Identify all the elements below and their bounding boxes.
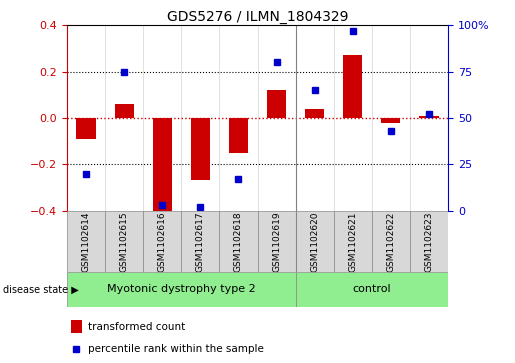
Text: transformed count: transformed count <box>88 322 185 332</box>
Bar <box>296 211 334 272</box>
Bar <box>267 90 286 118</box>
Bar <box>258 211 296 272</box>
Bar <box>191 118 210 180</box>
Text: Myotonic dystrophy type 2: Myotonic dystrophy type 2 <box>107 285 255 294</box>
Bar <box>305 109 324 118</box>
Bar <box>181 211 219 272</box>
Bar <box>143 211 181 272</box>
Text: GSM1102620: GSM1102620 <box>310 211 319 272</box>
Bar <box>76 118 96 139</box>
Text: GSM1102614: GSM1102614 <box>81 211 91 272</box>
Bar <box>410 211 448 272</box>
Text: GSM1102615: GSM1102615 <box>119 211 129 272</box>
Bar <box>344 56 363 118</box>
Bar <box>71 320 82 333</box>
Bar <box>114 104 134 118</box>
Text: GSM1102623: GSM1102623 <box>424 211 434 272</box>
Text: percentile rank within the sample: percentile rank within the sample <box>88 344 264 354</box>
Text: GSM1102622: GSM1102622 <box>386 211 396 272</box>
Text: GSM1102617: GSM1102617 <box>196 211 205 272</box>
Text: GSM1102616: GSM1102616 <box>158 211 167 272</box>
Text: GSM1102618: GSM1102618 <box>234 211 243 272</box>
Bar <box>67 272 296 307</box>
Bar <box>105 211 143 272</box>
Bar <box>296 272 448 307</box>
Bar <box>153 118 172 217</box>
Bar <box>219 211 258 272</box>
Text: GSM1102619: GSM1102619 <box>272 211 281 272</box>
Bar <box>372 211 410 272</box>
Bar <box>382 118 401 123</box>
Bar <box>334 211 372 272</box>
Bar <box>67 211 105 272</box>
Bar <box>419 116 439 118</box>
Title: GDS5276 / ILMN_1804329: GDS5276 / ILMN_1804329 <box>167 11 348 24</box>
Text: GSM1102621: GSM1102621 <box>348 211 357 272</box>
Text: disease state ▶: disease state ▶ <box>3 285 78 294</box>
Bar <box>229 118 248 153</box>
Text: control: control <box>352 285 391 294</box>
